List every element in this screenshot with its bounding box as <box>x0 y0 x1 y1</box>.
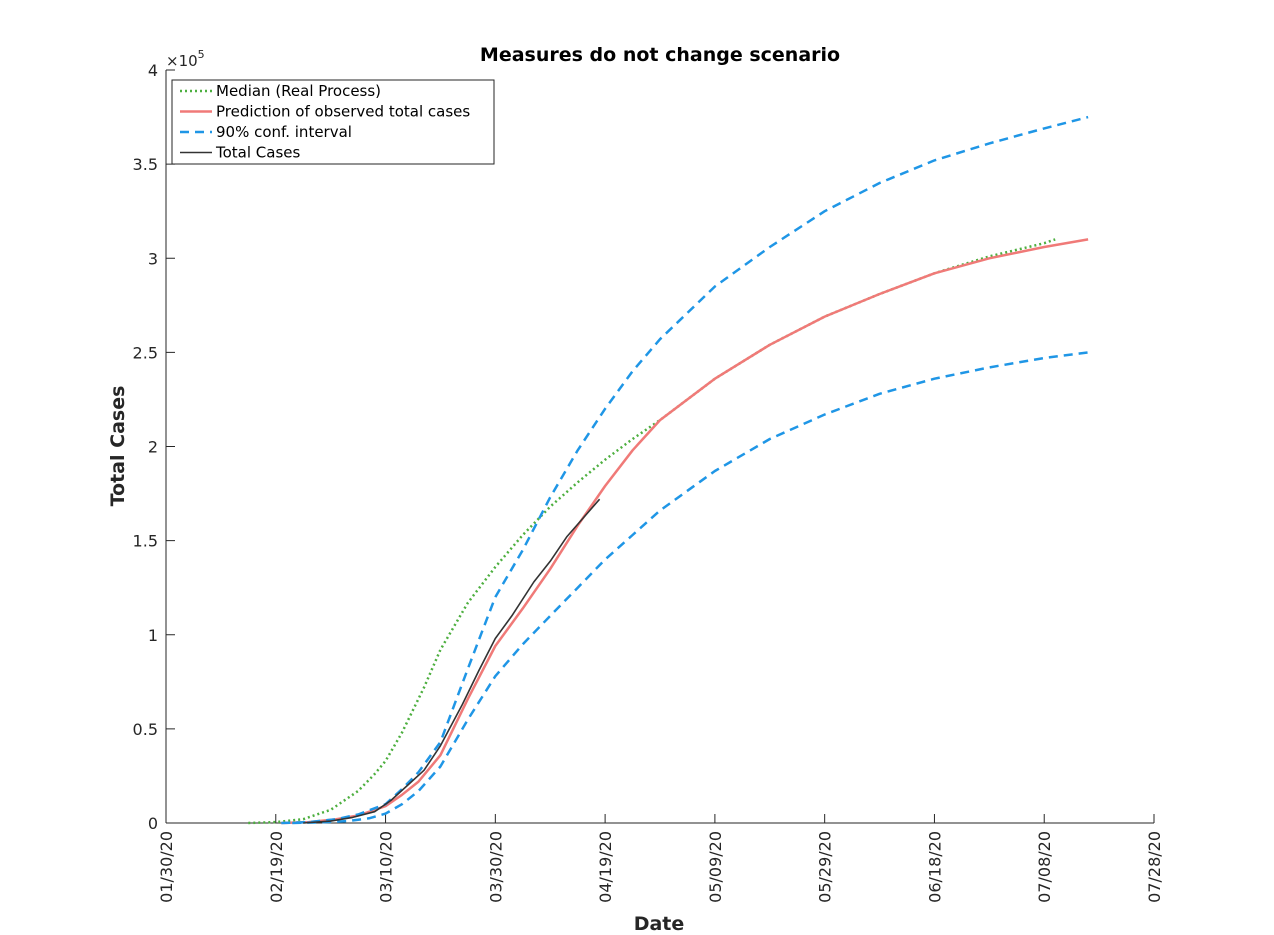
y-tick-label: 3 <box>148 249 158 268</box>
legend-entry-label: 90% conf. interval <box>216 123 352 141</box>
y-exponent-power: 5 <box>198 48 205 61</box>
y-tick-label: 0 <box>148 814 158 833</box>
legend-entry-label: Prediction of observed total cases <box>216 103 470 121</box>
y-tick-label: 4 <box>148 61 158 80</box>
y-tick-label: 1 <box>148 626 158 645</box>
x-tick-label: 04/19/20 <box>596 831 615 903</box>
y-exponent-label: ×105 <box>166 48 205 70</box>
legend: Median (Real Process) Prediction of obser… <box>171 79 495 165</box>
x-tick-label: 07/28/20 <box>1145 831 1164 903</box>
series-line-median-real-process <box>248 238 1056 825</box>
x-tick-label: 06/18/20 <box>925 831 944 903</box>
chart-title: Measures do not change scenario <box>480 44 840 66</box>
series-line-90-conf-interval-lower <box>292 351 1089 825</box>
y-tick-label: 3.5 <box>133 155 158 174</box>
x-tick-label: 03/10/20 <box>377 831 396 903</box>
series-line-90-conf-interval <box>281 115 1089 825</box>
legend-entry-label: Median (Real Process) <box>216 82 381 100</box>
x-tick-label: 02/19/20 <box>267 831 286 903</box>
legend-entry-label: Total Cases <box>215 144 301 162</box>
y-tick-label: 2 <box>148 438 158 457</box>
x-tick-label: 05/09/20 <box>706 831 725 903</box>
x-tick-label: 05/29/20 <box>816 831 835 903</box>
y-exponent-base: ×10 <box>166 52 198 70</box>
series-line-total-cases <box>303 498 601 824</box>
legend-box <box>171 79 495 165</box>
y-tick-label: 2.5 <box>133 343 158 362</box>
axes: 01/30/20 02/19/20 03/10/20 03/30/20 04/19/20… <box>133 61 1164 903</box>
series-layer <box>248 115 1089 825</box>
y-tick-label: 0.5 <box>133 720 158 739</box>
x-axis-title: Date <box>634 913 685 935</box>
x-tick-label: 07/08/20 <box>1035 831 1054 903</box>
y-axis-title: Total Cases <box>107 386 129 507</box>
y-tick-label: 1.5 <box>133 532 158 551</box>
x-tick-label: 01/30/20 <box>157 831 176 903</box>
x-tick-label: 03/30/20 <box>486 831 505 903</box>
